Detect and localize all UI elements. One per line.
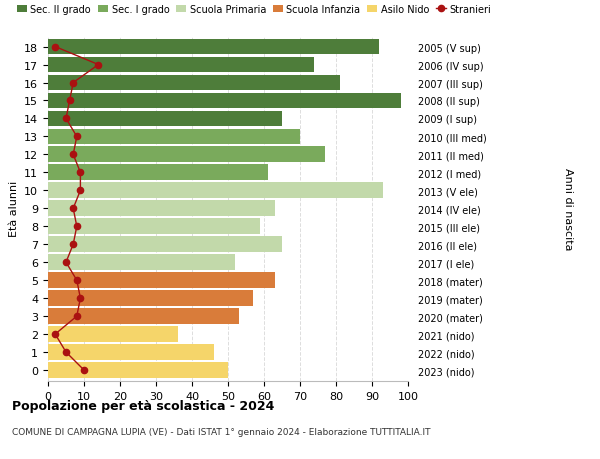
Bar <box>48 129 300 145</box>
Legend: Sec. II grado, Sec. I grado, Scuola Primaria, Scuola Infanzia, Asilo Nido, Stran: Sec. II grado, Sec. I grado, Scuola Prim… <box>17 5 491 15</box>
Bar <box>48 255 235 270</box>
Bar <box>48 183 383 199</box>
Bar <box>48 308 239 325</box>
Y-axis label: Anni di nascita: Anni di nascita <box>563 168 573 250</box>
Bar <box>48 39 379 56</box>
Bar <box>48 147 325 163</box>
Y-axis label: Età alunni: Età alunni <box>8 181 19 237</box>
Bar <box>48 201 275 217</box>
Bar <box>48 57 314 73</box>
Bar <box>48 111 282 127</box>
Bar <box>48 237 282 252</box>
Bar <box>48 326 178 342</box>
Text: Popolazione per età scolastica - 2024: Popolazione per età scolastica - 2024 <box>12 399 274 412</box>
Bar <box>48 344 214 360</box>
Bar <box>48 75 340 91</box>
Bar <box>48 362 228 378</box>
Bar <box>48 273 275 288</box>
Bar <box>48 291 253 307</box>
Bar <box>48 219 260 235</box>
Text: COMUNE DI CAMPAGNA LUPIA (VE) - Dati ISTAT 1° gennaio 2024 - Elaborazione TUTTIT: COMUNE DI CAMPAGNA LUPIA (VE) - Dati IST… <box>12 427 431 436</box>
Bar <box>48 93 401 109</box>
Bar <box>48 165 268 181</box>
